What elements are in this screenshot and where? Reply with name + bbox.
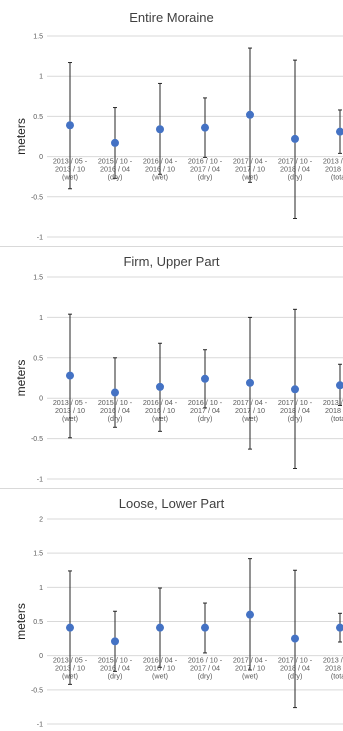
y-tick-label: 1.5 [33,551,43,558]
y-tick-label: 1 [39,315,43,322]
y-axis-label: meters [14,118,28,155]
y-tick-label: -1 [37,722,43,729]
data-point [111,388,119,397]
data-point [201,123,209,132]
chart-firm-upper-part: Firm, Upper Part meters 1.5 1 0.5 0 -0.5 -1 2013… [14,254,343,484]
y-tick-label: -1 [37,477,43,484]
y-tick-label: 0.5 [33,114,43,121]
x-tick-label: 2017 / 04 [190,406,220,415]
y-axis-label: meters [14,603,28,640]
y-tick-label: -1 [37,235,43,242]
chart-title: Loose, Lower Part [119,496,225,511]
x-tick-label: (dry) [108,672,123,681]
x-tick-label: 2017 / 04 [190,664,220,673]
y-tick-label: 1 [39,585,43,592]
y-axis-label: meters [14,360,28,397]
data-point [336,381,343,390]
chart-panel-loose-lower-part: Loose, Lower Part meters 2 1.5 1 0.5 0 -0.5 -1 20… [0,489,343,731]
y-tick-label: 1 [39,74,43,81]
chart-loose-lower-part: Loose, Lower Part meters 2 1.5 1 0.5 0 -0.5 -1 20… [14,496,343,729]
x-tick-label: 2016 / 10 - [188,157,223,166]
x-tick-label: 2018 / 04 [325,406,343,415]
y-tick-label: 2 [39,517,43,524]
y-tick-label: 0.5 [33,355,43,362]
data-point [111,637,119,646]
y-tick-label: -0.5 [31,194,43,201]
data-point [66,623,74,632]
y-tick-label: 0 [39,154,43,161]
x-tick-label: (wet) [242,672,258,681]
x-tick-label: (dry) [198,173,213,182]
data-point [246,378,254,387]
data-point [336,127,343,136]
data-point [66,371,74,380]
y-tick-label: 0 [39,396,43,403]
data-point [201,374,209,383]
chart-title: Entire Moraine [129,10,214,25]
data-point [156,125,164,134]
data-point [156,623,164,632]
x-tick-label: 2018 / 04 [325,165,343,174]
x-tick-label: (total) [331,414,343,423]
data-point [336,623,343,632]
chart-panel-entire-moraine: Entire Moraine meters 1.5 1 0.5 0 -0.5 -1 2013 /… [0,0,343,247]
x-tick-label: 2018 / 04 [325,664,343,673]
y-tick-label: 0 [39,653,43,660]
x-tick-label: (dry) [198,672,213,681]
data-point [291,385,299,394]
x-tick-label: (total) [331,173,343,182]
x-tick-label: (dry) [198,414,213,423]
chart-panel-firm-upper-part: Firm, Upper Part meters 1.5 1 0.5 0 -0.5 -1 2013… [0,247,343,489]
y-tick-label: 0.5 [33,619,43,626]
y-tick-label: -0.5 [31,687,43,694]
x-tick-label: 2017 / 04 [190,165,220,174]
y-tick-label: 1.5 [33,34,43,41]
x-tick-label: 2016 / 10 [145,664,175,673]
data-point [246,610,254,619]
y-tick-label: 1.5 [33,275,43,282]
data-point [66,121,74,130]
x-tick-label: (wet) [152,173,168,182]
x-tick-label: (wet) [152,672,168,681]
chart-entire-moraine: Entire Moraine meters 1.5 1 0.5 0 -0.5 -1 2013 /… [14,10,343,242]
data-point [201,623,209,632]
data-point [156,382,164,391]
x-tick-label: 2013 / 05 - [323,157,343,166]
data-point [291,134,299,143]
data-point [291,634,299,643]
data-point [246,110,254,119]
data-point [111,138,119,147]
x-tick-label: 2013 / 05 - [323,398,343,407]
x-tick-label: (total) [331,672,343,681]
y-tick-label: -0.5 [31,436,43,443]
x-tick-label: 2016 / 10 - [188,656,223,665]
x-tick-label: 2013 / 05 - [323,656,343,665]
chart-title: Firm, Upper Part [123,254,219,269]
